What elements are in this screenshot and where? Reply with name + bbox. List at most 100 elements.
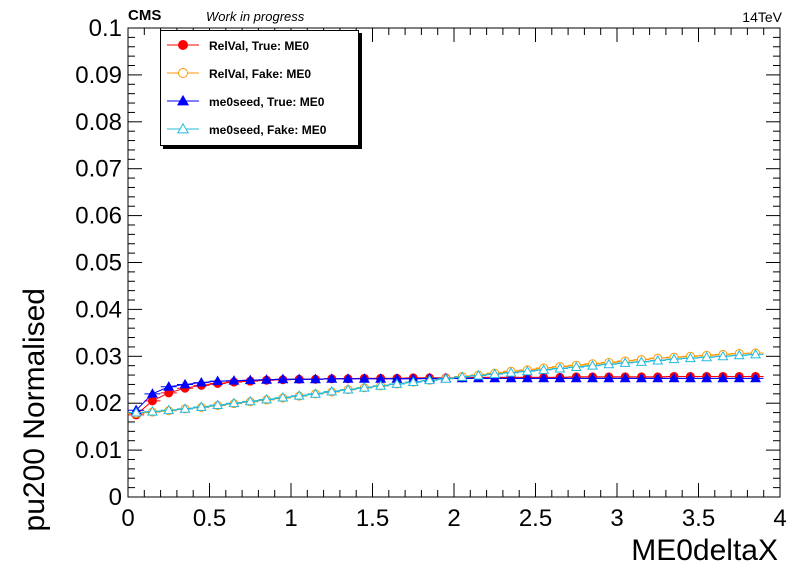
data-point	[668, 372, 680, 383]
y-tick-label: 0.09	[75, 62, 122, 89]
data-point	[195, 401, 207, 411]
data-point	[375, 380, 387, 390]
x-tick-label: 1.5	[356, 505, 389, 532]
data-point	[505, 372, 517, 383]
data-point	[163, 404, 175, 415]
data-point	[277, 373, 289, 384]
y-tick-label: 0.08	[75, 109, 122, 136]
data-point	[309, 373, 321, 384]
x-tick-label: 0	[121, 505, 134, 532]
data-point	[261, 374, 273, 384]
x-axis-label: ME0deltaX	[631, 534, 778, 567]
series-line	[136, 352, 756, 415]
data-point	[277, 391, 289, 402]
legend-entry-label: RelVal, True: ME0	[209, 39, 309, 53]
data-point	[717, 372, 729, 383]
y-tick-label: 0.1	[89, 15, 122, 42]
x-tick-label: 4	[773, 505, 786, 532]
data-point	[603, 372, 615, 383]
data-point	[424, 374, 436, 385]
data-point	[130, 406, 142, 417]
data-point	[521, 365, 533, 376]
y-tick-label: 0.03	[75, 343, 122, 370]
series-4	[128, 348, 764, 417]
data-point	[244, 395, 256, 406]
data-point	[570, 361, 582, 372]
data-point	[489, 368, 501, 379]
data-point	[521, 372, 533, 383]
data-point	[538, 364, 550, 374]
x-tick-label: 2.5	[519, 505, 552, 532]
legend-entry-label: me0seed, True: ME0	[209, 95, 325, 109]
data-point	[391, 378, 403, 388]
data-point	[456, 371, 468, 381]
status-label: Work in progress	[206, 9, 305, 24]
data-point	[342, 383, 354, 394]
data-point	[228, 375, 240, 385]
energy-label: 14TeV	[742, 9, 782, 25]
y-tick-label: 0.07	[75, 156, 122, 183]
data-point	[179, 378, 191, 389]
data-point	[619, 357, 631, 367]
data-point	[750, 372, 762, 383]
data-point	[684, 372, 696, 383]
y-tick-label: 0.06	[75, 203, 122, 230]
data-point	[261, 393, 273, 404]
data-point	[570, 372, 582, 383]
data-point	[147, 396, 157, 406]
data-point	[619, 372, 631, 383]
data-point	[554, 362, 566, 373]
x-tick-label: 0.5	[193, 505, 226, 532]
data-point	[163, 381, 175, 391]
data-point	[228, 397, 240, 408]
legend-markers: RelVal, True: ME0 RelVal, Fake: ME0 me0see…	[167, 39, 327, 137]
data-point	[293, 390, 305, 400]
data-point	[309, 388, 321, 398]
data-point	[587, 372, 599, 383]
data-point	[326, 385, 338, 396]
legend: RelVal, True: ME0 RelVal, Fake: ME0 me0see…	[160, 30, 359, 146]
data-point	[684, 352, 696, 363]
y-tick-label: 0.05	[75, 250, 122, 277]
y-ticks: 0 0.01 0.02 0.03 0.04 0.05 0.06 0.07 0.08 0.09 0.1	[75, 15, 780, 511]
data-point	[652, 354, 664, 365]
x-tick-label: 3.5	[682, 505, 715, 532]
data-point	[587, 360, 599, 370]
data-point	[146, 406, 158, 416]
legend-entry-label: RelVal, Fake: ME0	[209, 67, 311, 81]
data-point	[358, 382, 370, 392]
data-point	[554, 372, 566, 383]
y-tick-label: 0.02	[75, 390, 122, 417]
data-point	[733, 349, 745, 360]
data-point	[701, 372, 713, 383]
data-point	[701, 351, 713, 362]
series-line	[135, 377, 756, 411]
y-tick-label: 0.01	[75, 437, 122, 464]
data-point	[146, 388, 158, 398]
x-tick-label: 3	[610, 505, 623, 532]
data-point	[293, 373, 305, 384]
legend-marker	[178, 40, 188, 50]
legend-marker	[176, 94, 190, 106]
y-axis-label: pu200 Normalised	[18, 288, 51, 531]
x-tick-label: 1	[284, 505, 297, 532]
series-line	[136, 353, 756, 414]
data-point	[652, 372, 664, 383]
data-point	[407, 376, 419, 387]
data-point	[342, 373, 354, 383]
data-point	[179, 403, 191, 413]
legend-entry-label: me0seed, Fake: ME0	[209, 123, 327, 137]
data-point	[733, 372, 745, 383]
legend-marker	[176, 122, 190, 134]
data-point	[440, 373, 452, 383]
y-tick-label: 0	[109, 484, 122, 511]
data-point	[212, 399, 224, 410]
data-point	[326, 373, 338, 383]
legend-marker	[178, 68, 188, 78]
data-point	[505, 367, 517, 377]
data-point	[635, 356, 647, 366]
data-point	[603, 358, 615, 369]
y-tick-label: 0.04	[75, 296, 122, 323]
data-point	[472, 369, 484, 380]
